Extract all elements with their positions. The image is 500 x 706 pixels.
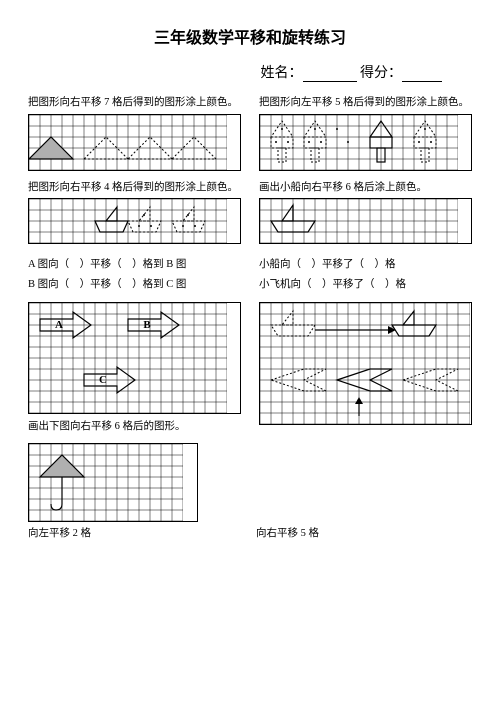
q6-line2: 小飞机向（ ）平移了（ ）格 [259,278,472,292]
q4-grid [259,198,472,244]
name-label: 姓名： [261,66,303,81]
page-title: 三年级数学平移和旋转练习 [28,24,472,48]
q3-boat-dotted-2 [172,207,205,232]
q4-prompt: 画出小船向右平移 6 格后涂上颜色。 [259,181,472,195]
q6-line1: 小船向（ ）平移了（ ）格 [259,258,472,272]
q5-lineA: A 图向（ ）平移（ ）格到 B 图 [28,258,241,272]
q3-boat-dotted-1 [128,207,161,232]
q5-label-B: B [143,319,151,331]
cap-right: 向右平移 5 格 [256,525,319,540]
q5-label-A: A [55,319,63,331]
q3-prompt: 把图形向右平移 4 格后得到的图形涂上颜色。 [28,181,241,195]
q3-grid [28,198,241,244]
q5-grid: A B C [28,302,241,414]
q1-grid: g [28,114,241,171]
q7-umbrella [40,455,84,510]
name-blank[interactable] [303,68,357,82]
q7-prompt: 画出下图向右平移 6 格后的图形。 [28,420,241,434]
cap-left: 向左平移 2 格 [28,525,198,540]
q5-label-C: C [99,374,107,386]
grid-lines [29,115,227,170]
q1-prompt: 把图形向右平移 7 格后得到的图形涂上颜色。 [28,96,241,110]
score-blank[interactable] [402,68,442,82]
q2-dots [275,128,432,143]
q2-grid [259,114,472,171]
q3-boat-solid [95,207,128,232]
name-score-line: 姓名： 得分： [28,62,472,82]
q2-prompt: 把图形向左平移 5 格后得到的图形涂上颜色。 [259,96,472,110]
q6-grid [259,302,472,425]
q5-lineB: B 图向（ ）平移（ ）格到 C 图 [28,278,241,292]
q6-arrow-head-2 [355,397,363,404]
score-label: 得分： [360,66,402,81]
q7-grid [28,443,198,522]
